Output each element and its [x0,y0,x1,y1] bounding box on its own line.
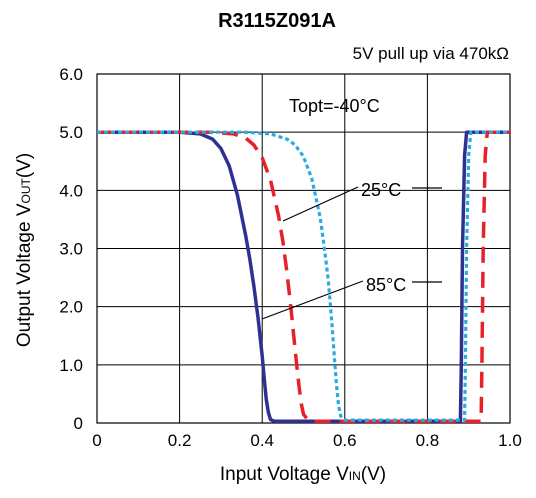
x-tick-label: 0 [92,431,101,450]
annotation-85c: 85°C [366,275,406,295]
y-tick-label: 2.0 [59,298,83,317]
x-tick-label: 0.4 [250,431,274,450]
x-tick-label: 0.6 [333,431,357,450]
tick-layer: 0 0.2 0.4 0.6 0.8 1.0 0 1.0 2.0 3.0 4.0 5.0 6.0 [59,65,521,450]
annotation-layer: Topt=-40°C 25°C 85°C [261,96,442,320]
series-line-85c [97,130,510,422]
chart-title: R3115Z091A [218,10,336,32]
y-tick-label: 4.0 [59,181,83,200]
y-tick-label: 5.0 [59,123,83,142]
annotation-topt: Topt=-40°C [289,96,380,116]
y-tick-label: 3.0 [59,240,83,259]
leader-85c [261,280,364,320]
y-tick-label: 6.0 [59,65,83,84]
annotation-25c: 25°C [361,180,401,200]
x-tick-label: 1.0 [498,431,522,450]
y-tick-label: 0 [74,414,83,433]
x-axis-label: Input Voltage VIN(V) [220,464,386,485]
x-tick-label: 0.2 [168,431,192,450]
x-tick-label: 0.8 [416,431,440,450]
chart-subtitle: 5V pull up via 470kΩ [353,44,509,63]
leader-25c [282,186,359,222]
series-layer [97,130,510,424]
grid-layer [96,73,511,424]
y-axis-label: Output Voltage VOUT(V) [14,153,35,347]
y-tick-label: 1.0 [59,356,83,375]
series-line-25c [97,130,510,424]
series-line-40c [97,130,510,424]
